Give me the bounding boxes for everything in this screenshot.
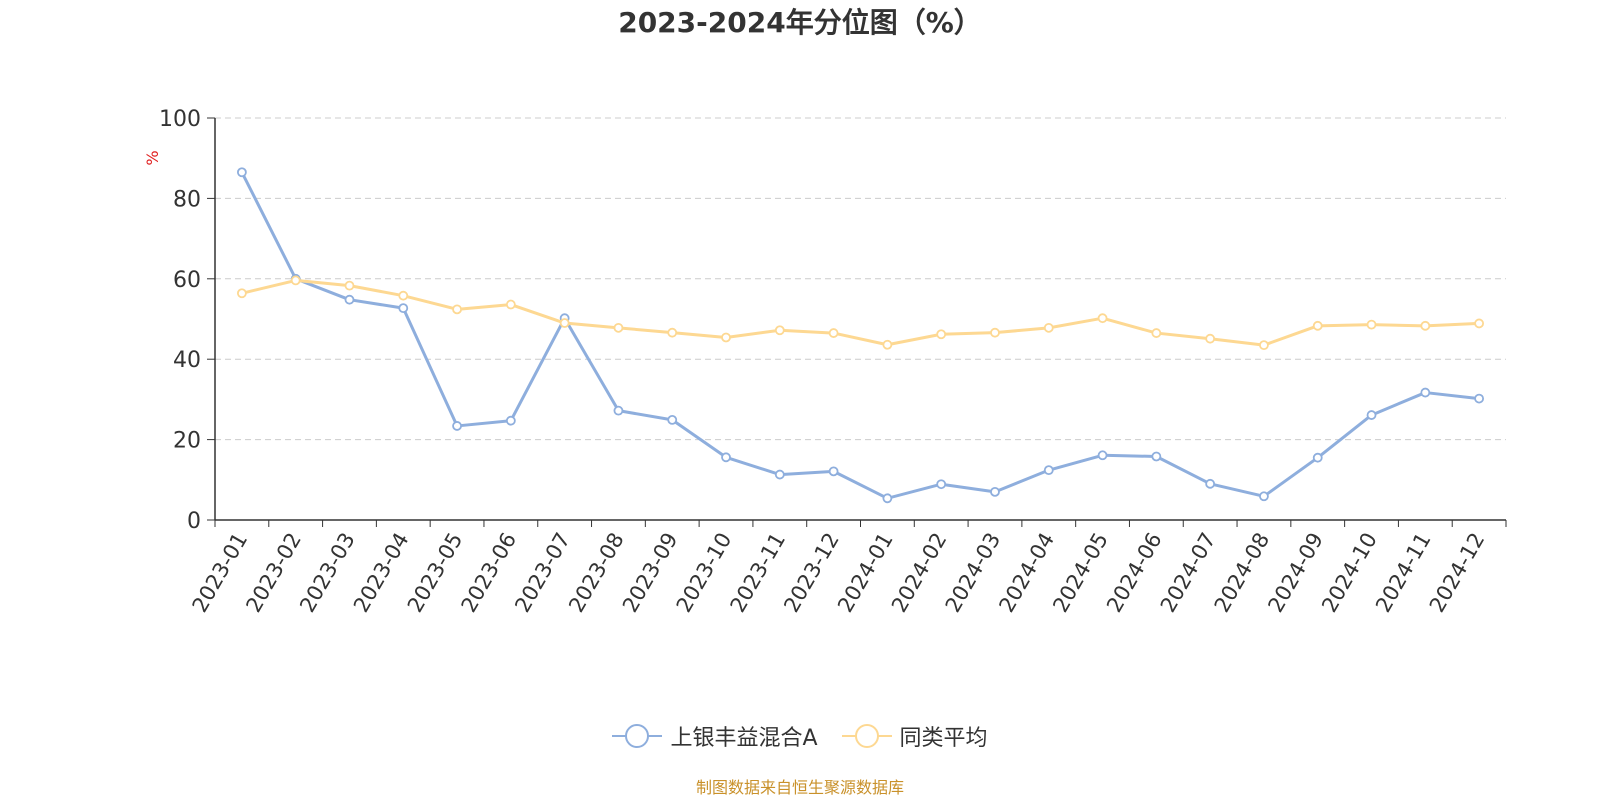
data-point bbox=[1366, 319, 1377, 330]
data-point bbox=[344, 280, 355, 291]
data-point bbox=[721, 332, 731, 343]
data-point bbox=[990, 327, 1000, 338]
data-point bbox=[828, 328, 839, 338]
legend-swatch-series-1 bbox=[612, 722, 663, 750]
data-point bbox=[774, 325, 785, 336]
data-point bbox=[1043, 465, 1054, 476]
y-tick-label: 60 bbox=[173, 268, 201, 293]
data-point bbox=[559, 318, 570, 328]
data-point bbox=[1474, 318, 1485, 329]
data-point bbox=[1366, 410, 1377, 420]
data-point bbox=[882, 339, 893, 350]
data-point bbox=[1205, 478, 1216, 489]
data-point bbox=[1097, 450, 1108, 461]
data-point bbox=[667, 327, 678, 338]
data-point bbox=[1420, 387, 1431, 398]
data-point bbox=[505, 299, 516, 310]
y-tick-label: 40 bbox=[173, 348, 201, 373]
data-point bbox=[990, 486, 1000, 497]
legend-swatch-series-2 bbox=[841, 722, 892, 750]
source-note: 制图数据来自恒生聚源数据库 bbox=[695, 778, 904, 797]
data-point bbox=[667, 415, 678, 425]
data-point bbox=[1474, 393, 1485, 404]
axes: 020406080100%2023-012023-022023-032023-0… bbox=[143, 107, 1507, 616]
series-line bbox=[241, 278, 1480, 347]
y-tick-label: 100 bbox=[159, 107, 201, 132]
y-axis-label: % bbox=[143, 150, 162, 165]
data-point bbox=[1312, 452, 1323, 463]
data-point bbox=[936, 329, 947, 340]
data-point bbox=[1043, 322, 1054, 333]
series bbox=[236, 167, 1485, 504]
legend-item-series-2[interactable]: 同类平均 bbox=[841, 720, 988, 752]
data-point bbox=[1097, 313, 1108, 324]
data-point bbox=[398, 290, 409, 301]
data-point bbox=[828, 466, 839, 477]
y-tick-label: 20 bbox=[173, 429, 201, 454]
chart-title: 2023-2024年分位图（%） bbox=[618, 6, 982, 39]
data-point bbox=[882, 493, 893, 504]
data-point bbox=[290, 275, 301, 286]
data-point bbox=[452, 304, 462, 315]
data-point bbox=[936, 479, 947, 490]
data-point bbox=[721, 452, 731, 463]
data-point bbox=[505, 415, 516, 426]
data-point bbox=[236, 167, 247, 178]
grid-lines bbox=[215, 117, 1506, 441]
data-point bbox=[344, 294, 355, 305]
legend-label-series-2: 同类平均 bbox=[899, 726, 988, 751]
legend: 上银丰益混合A 同类平均 bbox=[0, 720, 1600, 752]
data-point bbox=[613, 322, 624, 333]
series-2 bbox=[236, 275, 1485, 351]
data-point bbox=[1312, 320, 1323, 331]
y-tick-label: 80 bbox=[173, 187, 201, 212]
y-tick-label: 0 bbox=[187, 509, 201, 534]
data-point bbox=[1205, 333, 1216, 344]
legend-item-series-1[interactable]: 上银丰益混合A bbox=[612, 720, 818, 752]
series-1 bbox=[236, 167, 1485, 504]
data-point bbox=[1151, 328, 1162, 338]
data-point bbox=[1420, 320, 1431, 331]
data-point bbox=[1259, 340, 1269, 351]
data-point bbox=[613, 405, 624, 416]
data-point bbox=[236, 288, 247, 299]
data-point bbox=[452, 421, 462, 431]
legend-label-series-1: 上银丰益混合A bbox=[670, 726, 818, 751]
data-point bbox=[1151, 451, 1162, 462]
data-point bbox=[774, 469, 785, 480]
data-point bbox=[1259, 491, 1269, 502]
series-line bbox=[240, 171, 1480, 500]
data-point bbox=[398, 303, 409, 314]
